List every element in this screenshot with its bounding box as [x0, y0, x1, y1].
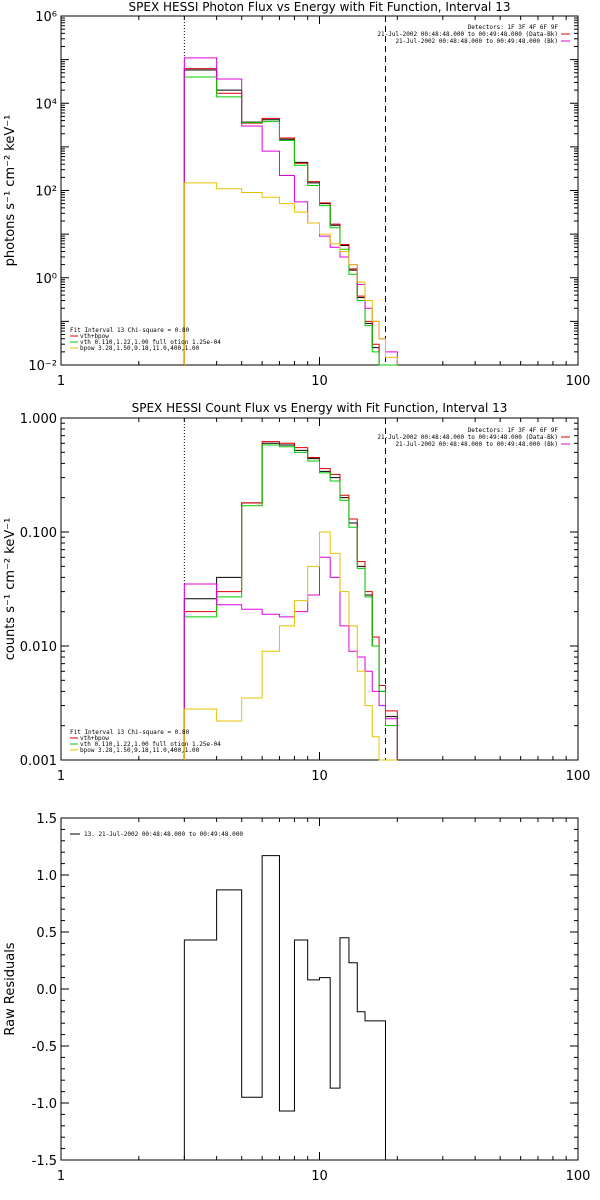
series-line [183, 69, 398, 366]
y-tick-label: 10⁶ [35, 10, 57, 25]
legend-bottom-text: Fit Interval 13 Chi-square = 0.80 [70, 327, 190, 334]
y-axis-title: photons s⁻¹ cm⁻² keV⁻¹ [3, 115, 18, 267]
x-tick-label: 100 [566, 1169, 591, 1184]
x-tick-label: 1 [57, 374, 65, 389]
x-tick-label: 10 [311, 769, 328, 784]
legend-top-text: 21-Jul-2002 00:48:48.000 to 00:49:48.000… [395, 441, 558, 448]
chart-panel-3: 1 10 100 -1.5 -1.0 -0.5 0.0 0.5 1.0 1.5 Raw Residu… [3, 812, 590, 1184]
x-tick-label: 10 [311, 374, 328, 389]
chart-title: SPEX HESSI Photon Flux vs Energy with Fi… [129, 0, 511, 14]
legend-top-text: 21-Jul-2002 00:48:48.000 to 00:49:48.000… [377, 31, 558, 38]
series-line [183, 556, 398, 760]
plot-frame [60, 817, 579, 1161]
x-tick-label: 1 [57, 1169, 65, 1184]
legend-bottom-text: vth 0.110,1.22,1.00 full otion 1.25e-04 [80, 741, 221, 748]
y-tick-label: -1.5 [32, 1154, 57, 1169]
y-tick-label: 10⁻² [28, 359, 57, 374]
y-tick-label: 1.0 [36, 869, 57, 884]
y-tick-label: -0.5 [32, 1040, 57, 1055]
y-tick-label: 1.000 [20, 412, 57, 427]
y-tick-label: 0.5 [36, 926, 57, 941]
chart-panel-1: SPEX HESSI Photon Flux vs Energy with Fi… [3, 0, 590, 389]
legend-bottom-text: vth+bpow [80, 333, 109, 340]
x-tick-label: 100 [566, 769, 591, 784]
series-line [183, 855, 386, 1160]
chart-title: SPEX HESSI Count Flux vs Energy with Fit… [132, 401, 508, 415]
legend-top-text: 21-Jul-2002 00:48:48.000 to 00:49:48.000… [395, 38, 558, 45]
series-line [183, 441, 398, 760]
series-line [183, 68, 398, 366]
y-tick-label: 10⁰ [35, 272, 57, 287]
chart-panel-2: SPEX HESSI Count Flux vs Energy with Fit… [3, 401, 590, 784]
legend-bottom-text: bpow 3.28,1.50,9.18,11.0,400,1.00 [80, 345, 200, 352]
y-axis-title: counts s⁻¹ cm⁻² keV⁻¹ [3, 518, 18, 661]
y-tick-label: -1.0 [32, 1097, 57, 1112]
legend-bottom-text: Fit Interval 13 Chi-square = 0.80 [70, 729, 190, 736]
y-axis-title: Raw Residuals [3, 942, 18, 1035]
y-tick-label: 0.0 [36, 983, 57, 998]
y-tick-label: 1.5 [36, 812, 57, 827]
legend-text: 13. 21-Jul-2002 00:48:48.000 to 00:49:48… [84, 831, 243, 838]
legend-bottom-text: vth 0.110,1.22,1.00 full otion 1.25e-04 [80, 339, 221, 346]
legend-bottom-text: vth+bpow [80, 735, 109, 742]
series-line [183, 76, 398, 366]
y-tick-label: 0.001 [20, 754, 57, 769]
series-line [183, 444, 398, 760]
x-tick-label: 1 [57, 769, 65, 784]
series-line [183, 182, 398, 365]
x-tick-label: 100 [566, 374, 591, 389]
series-line [183, 531, 398, 761]
legend-top-text: Detectors: 1F 3F 4F 6F 9F [468, 24, 559, 31]
legend-top-text: Detectors: 1F 3F 4F 6F 9F [468, 427, 559, 434]
y-tick-label: 0.010 [20, 640, 57, 655]
legend-bottom-text: bpow 3.28,1.50,9.18,11.0,400,1.00 [80, 747, 200, 754]
y-tick-label: 10² [35, 185, 57, 200]
y-tick-label: 0.100 [20, 526, 57, 541]
x-tick-label: 10 [311, 1169, 328, 1184]
y-tick-label: 10⁴ [35, 97, 57, 112]
legend-top-text: 21-Jul-2002 00:48:48.000 to 00:49:48.000… [377, 434, 558, 441]
